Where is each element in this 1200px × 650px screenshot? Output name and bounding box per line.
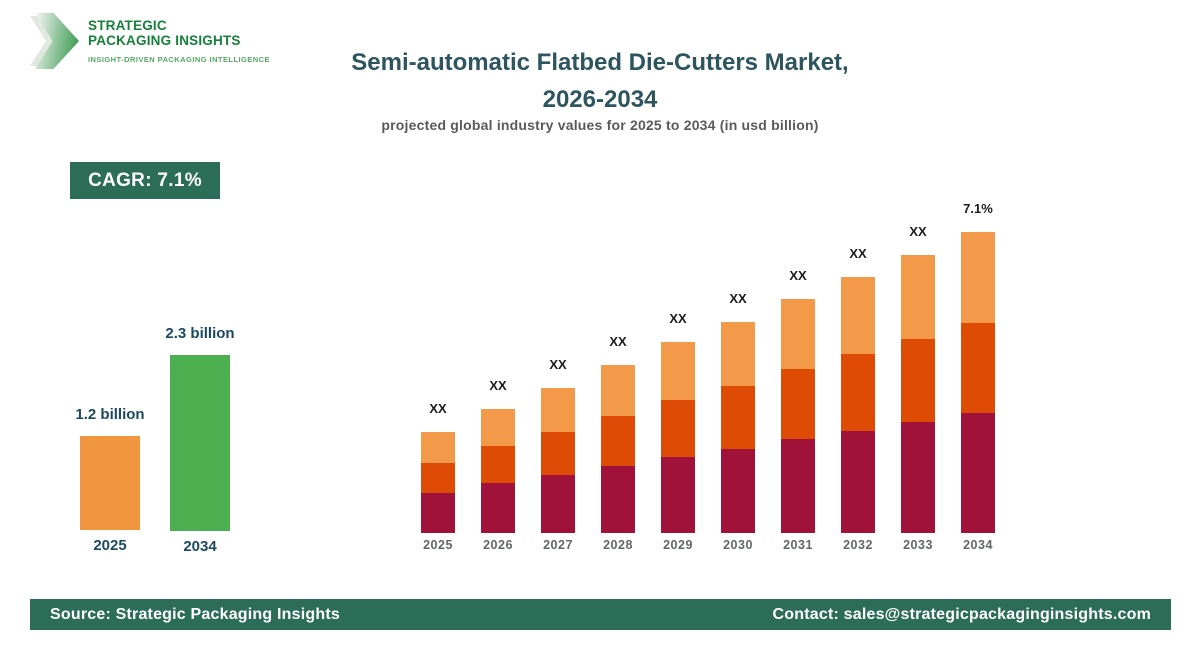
- segment-bottom: [661, 457, 695, 533]
- x-axis-label: 2034: [183, 537, 217, 555]
- highlight-bar: [170, 355, 230, 531]
- segment-top: [841, 277, 875, 354]
- stacked-bar-chart: XX 2025 XX 2026 XX 2027 XX 2028 XX 2029 XX 2030 XX 20…: [421, 195, 995, 556]
- bar-value-label: XX: [789, 268, 807, 283]
- source-text: Source: Strategic Packaging Insights: [50, 605, 340, 623]
- page-title: Semi-automatic Flatbed Die-Cutters Marke…: [0, 44, 1200, 118]
- segment-bottom: [901, 422, 935, 533]
- stacked-bar-column: 7.1% 2034: [961, 195, 995, 556]
- bar-value-label: 2.3 billion: [165, 325, 235, 342]
- stacked-bar-column: XX 2029: [661, 195, 695, 556]
- segment-middle: [541, 432, 575, 475]
- brand-text: STRATEGIC PACKAGING INSIGHTS INSIGHT-DRI…: [88, 13, 270, 69]
- segment-middle: [481, 446, 515, 483]
- bar-value-label: XX: [429, 401, 447, 416]
- segment-middle: [421, 463, 455, 493]
- segment-top: [901, 255, 935, 339]
- cagr-badge: CAGR: 7.1%: [70, 162, 220, 199]
- brand-name: STRATEGIC PACKAGING INSIGHTS: [88, 18, 270, 48]
- segment-middle: [661, 400, 695, 457]
- x-axis-label: 2026: [483, 538, 513, 552]
- segment-bottom: [721, 449, 755, 533]
- segment-bottom: [541, 475, 575, 533]
- segment-middle: [841, 354, 875, 431]
- page-title-line1: Semi-automatic Flatbed Die-Cutters Marke…: [351, 49, 849, 76]
- bar-value-label: XX: [909, 224, 927, 239]
- segment-top: [661, 342, 695, 400]
- bar-value-label: XX: [849, 246, 867, 261]
- segment-top: [541, 388, 575, 432]
- x-axis-label: 2029: [663, 538, 693, 552]
- x-axis-label: 2028: [603, 538, 633, 552]
- page-title-line2: 2026-2034: [542, 86, 658, 113]
- segment-bottom: [781, 439, 815, 533]
- brand-logo: STRATEGIC PACKAGING INSIGHTS INSIGHT-DRI…: [30, 13, 270, 69]
- footer-bar: Source: Strategic Packaging Insights Con…: [30, 599, 1171, 630]
- stacked-bar-column: XX 2030: [721, 195, 755, 556]
- segment-middle: [901, 339, 935, 422]
- segment-top: [781, 299, 815, 369]
- segment-middle: [961, 323, 995, 413]
- segment-bottom: [841, 431, 875, 533]
- stacked-bar-column: XX 2031: [781, 195, 815, 556]
- highlight-bar-column: 1.2 billion 2025: [65, 325, 155, 560]
- bar-value-label: 1.2 billion: [75, 406, 145, 423]
- highlight-bar-column: 2.3 billion 2034: [155, 325, 245, 560]
- stacked-bar-column: XX 2027: [541, 195, 575, 556]
- bar-value-label: 7.1%: [963, 201, 993, 216]
- stacked-bar-column: XX 2028: [601, 195, 635, 556]
- stacked-bar-column: XX 2032: [841, 195, 875, 556]
- brand-tagline: INSIGHT-DRIVEN PACKAGING INTELLIGENCE: [88, 55, 270, 64]
- chevron-arrow-icon: [30, 13, 80, 69]
- brand-name-line1: STRATEGIC: [88, 18, 167, 33]
- segment-top: [721, 322, 755, 386]
- stacked-bar-column: XX 2033: [901, 195, 935, 556]
- highlight-bar-chart: 1.2 billion 2025 2.3 billion 2034: [65, 325, 245, 560]
- x-axis-label: 2027: [543, 538, 573, 552]
- stacked-bar-column: XX 2025: [421, 195, 455, 556]
- bar-value-label: XX: [489, 378, 507, 393]
- bar-value-label: XX: [549, 357, 567, 372]
- segment-middle: [721, 386, 755, 449]
- x-axis-label: 2032: [843, 538, 873, 552]
- stacked-bar-column: XX 2026: [481, 195, 515, 556]
- segment-bottom: [961, 413, 995, 533]
- segment-bottom: [421, 493, 455, 533]
- segment-middle: [601, 416, 635, 466]
- segment-middle: [781, 369, 815, 439]
- highlight-bar: [80, 436, 140, 530]
- brand-name-line2: PACKAGING INSIGHTS: [88, 32, 241, 48]
- segment-top: [481, 409, 515, 446]
- bar-value-label: XX: [669, 311, 687, 326]
- segment-top: [961, 232, 995, 323]
- page-subtitle: projected global industry values for 202…: [381, 117, 819, 133]
- x-axis-label: 2034: [963, 538, 993, 552]
- x-axis-label: 2031: [783, 538, 813, 552]
- contact-text: Contact: sales@strategicpackaginginsight…: [772, 605, 1151, 623]
- segment-top: [601, 365, 635, 416]
- segment-top: [421, 432, 455, 463]
- bar-value-label: XX: [729, 291, 747, 306]
- x-axis-label: 2025: [93, 537, 127, 554]
- x-axis-label: 2025: [423, 538, 453, 552]
- segment-bottom: [481, 483, 515, 533]
- x-axis-label: 2030: [723, 538, 753, 552]
- x-axis-label: 2033: [903, 538, 933, 552]
- bar-value-label: XX: [609, 334, 627, 349]
- segment-bottom: [601, 466, 635, 533]
